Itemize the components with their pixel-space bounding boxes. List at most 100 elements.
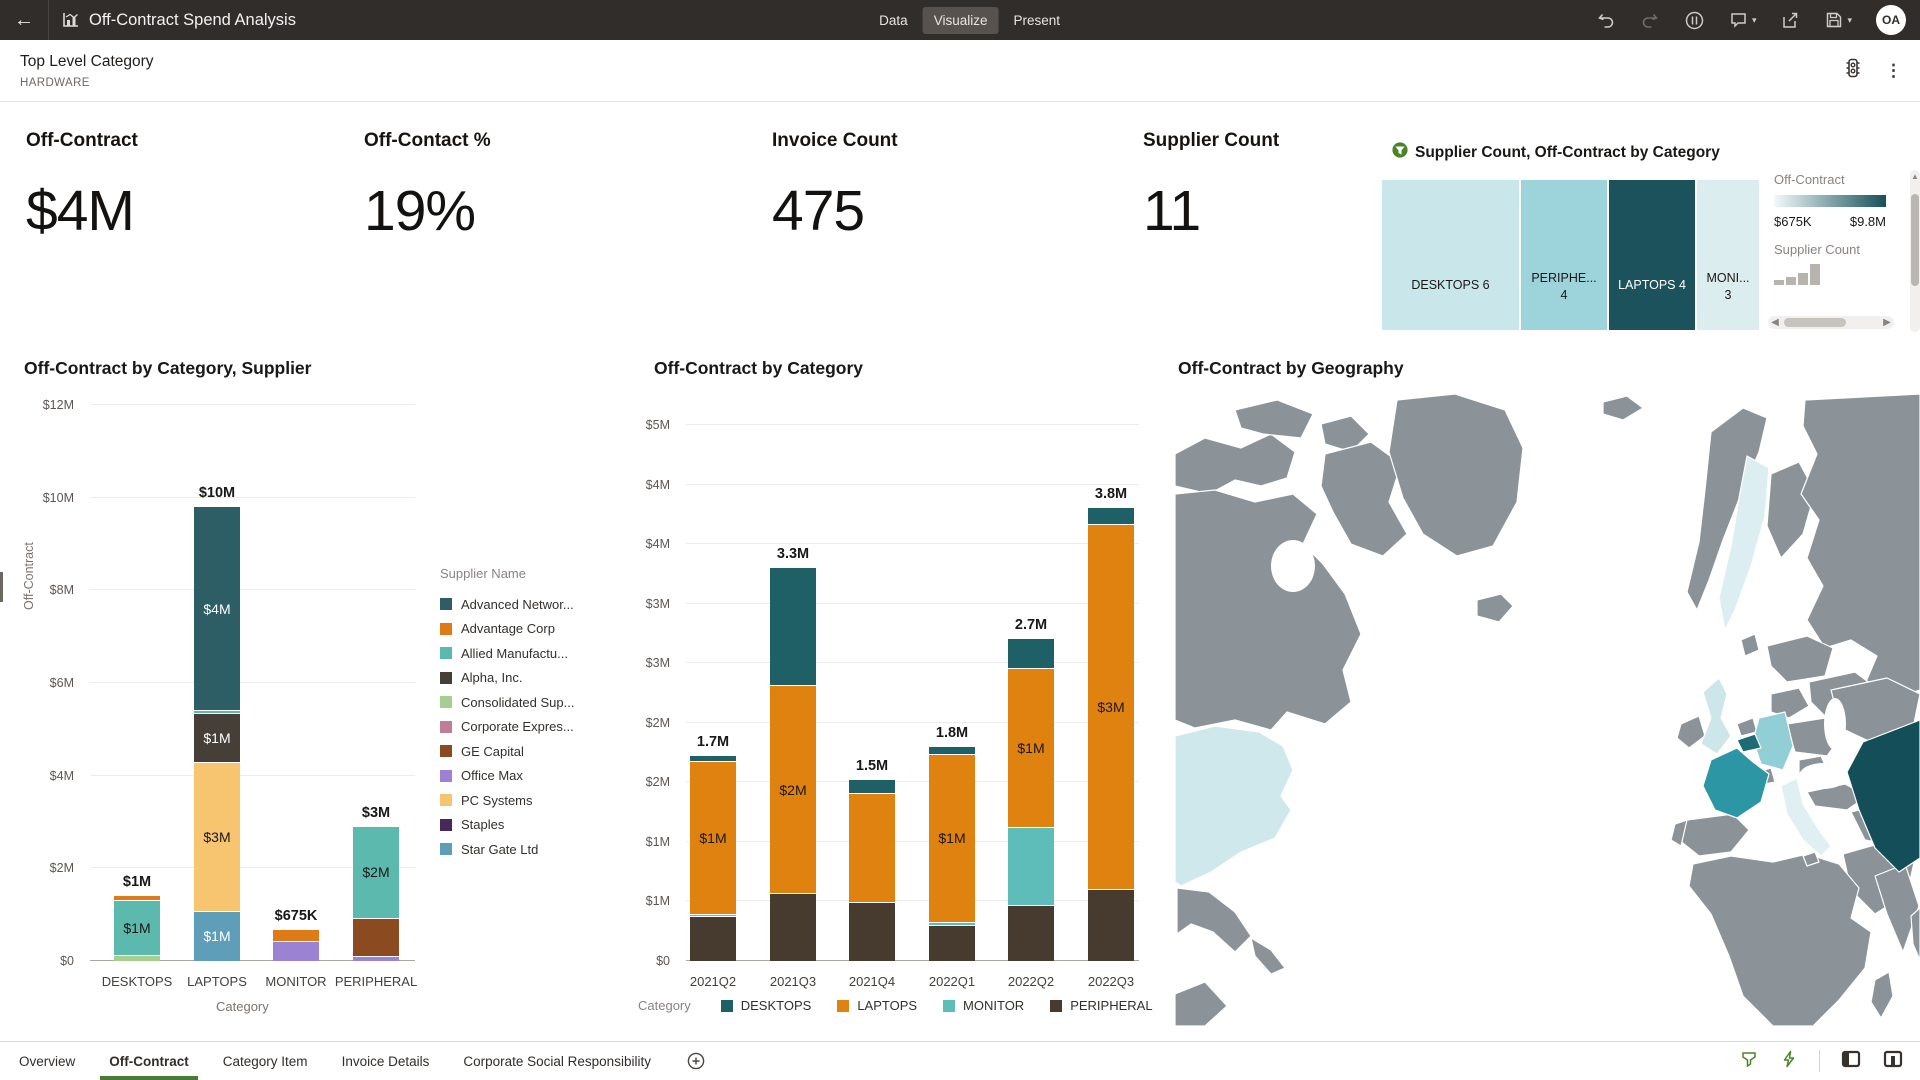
kpi-off-contract[interactable]: Off-Contract $4M xyxy=(26,130,138,244)
segment-PERIPHERAL[interactable] xyxy=(929,926,975,961)
map-region-spain[interactable] xyxy=(1678,813,1750,857)
legend-item-office-max[interactable]: Office Max xyxy=(440,764,574,789)
bar-MONITOR[interactable] xyxy=(273,929,319,961)
filter-controls-icon[interactable] xyxy=(1843,57,1863,84)
lightning-icon[interactable] xyxy=(1779,1049,1799,1074)
canvas-filter-icon[interactable] xyxy=(1739,1049,1759,1074)
segment-MONITOR[interactable] xyxy=(929,922,975,927)
segment-Office Max[interactable] xyxy=(353,957,399,961)
segment-LAPTOPS[interactable]: $2M xyxy=(770,685,816,895)
map-region-mexico[interactable] xyxy=(1176,887,1252,953)
kebab-menu-icon[interactable]: ⋮ xyxy=(1885,60,1902,80)
segment-LAPTOPS[interactable]: $1M xyxy=(929,754,975,923)
canvas-tab-off-contract[interactable]: Off-Contract xyxy=(100,1042,198,1080)
map-region-svalbard[interactable] xyxy=(1602,395,1644,421)
treemap-tile-PERIPHERAL[interactable]: PERIPHE... 4 xyxy=(1521,180,1607,330)
legend-item-alpha-inc-[interactable]: Alpha, Inc. xyxy=(440,666,574,691)
canvas-tab-overview[interactable]: Overview xyxy=(19,1053,76,1069)
segment-PERIPHERAL[interactable] xyxy=(1008,906,1054,961)
tab-data[interactable]: Data xyxy=(879,12,908,28)
map-region-ireland[interactable] xyxy=(1676,715,1706,749)
map-region-canada[interactable] xyxy=(1320,415,1370,453)
panel-resize-handle[interactable] xyxy=(0,572,3,602)
map-region-belgium[interactable] xyxy=(1736,733,1762,753)
segment-DESKTOPS[interactable] xyxy=(1088,508,1134,526)
segment-PERIPHERAL[interactable] xyxy=(690,916,736,961)
segment-Consolidated Sup...[interactable] xyxy=(114,956,160,961)
back-arrow-icon[interactable]: ← xyxy=(14,8,34,31)
legend-item-monitor[interactable]: MONITOR xyxy=(943,998,1024,1013)
kpi-invoice-count[interactable]: Invoice Count 475 xyxy=(772,130,898,244)
legend-item-allied-manufactu-[interactable]: Allied Manufactu... xyxy=(440,641,574,666)
treemap-tile-DESKTOPS[interactable]: DESKTOPS 6 xyxy=(1382,180,1519,330)
segment-Advanced Networ...[interactable]: $4M xyxy=(194,506,240,712)
bar-2021Q3[interactable]: $2M xyxy=(770,567,816,961)
segment-GE Capital[interactable] xyxy=(353,918,399,958)
map-region-africa[interactable] xyxy=(1688,853,1872,1026)
map-region-canada[interactable] xyxy=(1175,489,1362,731)
bar-LAPTOPS[interactable]: $1M $3M $1M $4M xyxy=(194,506,240,961)
tab-visualize[interactable]: Visualize xyxy=(922,6,999,34)
bar-2022Q1[interactable]: $1M xyxy=(929,746,975,961)
map-region-canada[interactable] xyxy=(1320,441,1408,557)
segment-LAPTOPS[interactable]: $3M xyxy=(1088,525,1134,890)
save-icon[interactable]: ▾ xyxy=(1824,10,1852,30)
comment-icon[interactable]: ▾ xyxy=(1729,10,1756,30)
segment-DESKTOPS[interactable] xyxy=(849,780,895,795)
legend-item-desktops[interactable]: DESKTOPS xyxy=(720,998,811,1013)
segment-DESKTOPS[interactable] xyxy=(770,567,816,686)
segment-LAPTOPS[interactable]: $1M xyxy=(1008,669,1054,828)
treemap-tile-MONITOR[interactable]: MONI... 3 xyxy=(1697,180,1759,330)
segment-PERIPHERAL[interactable] xyxy=(770,894,816,961)
filter-value[interactable]: HARDWARE xyxy=(20,77,90,89)
legend-item-advanced-networ-[interactable]: Advanced Networ... xyxy=(440,592,574,617)
map-region-madagascar[interactable] xyxy=(1870,971,1894,1019)
treemap-horizontal-scrollbar[interactable]: ◀ ▶ xyxy=(1768,316,1894,329)
scroll-left-icon[interactable]: ◀ xyxy=(1771,317,1779,328)
map-region-sweden[interactable] xyxy=(1718,455,1770,631)
legend-item-consolidated-sup-[interactable]: Consolidated Sup... xyxy=(440,690,574,715)
scroll-up-icon[interactable]: ▲ xyxy=(1911,172,1919,181)
segment-Allied Manufactu...[interactable]: $2M xyxy=(353,826,399,919)
kpi-off-contact-pct[interactable]: Off-Contact % 19% xyxy=(364,130,491,244)
map-region-canada[interactable] xyxy=(1175,433,1296,495)
legend-item-advantage-corp[interactable]: Advantage Corp xyxy=(440,617,574,642)
treemap-vertical-scrollbar[interactable]: ▲ xyxy=(1910,170,1920,332)
bar-DESKTOPS[interactable]: $1M xyxy=(114,896,160,961)
canvas-tab-csr[interactable]: Corporate Social Responsibility xyxy=(463,1053,651,1069)
map-region-germany[interactable] xyxy=(1752,711,1794,771)
segment-MONITOR[interactable] xyxy=(1008,827,1054,907)
map-region-southeast-asia[interactable] xyxy=(1910,907,1920,961)
redo-icon[interactable] xyxy=(1640,10,1660,30)
legend-item-peripheral[interactable]: PERIPHERAL xyxy=(1050,998,1153,1013)
treemap-tile-LAPTOPS[interactable]: LAPTOPS 4 xyxy=(1609,180,1695,330)
legend-item-staples[interactable]: Staples xyxy=(440,813,574,838)
bar-2021Q4[interactable] xyxy=(849,780,895,961)
segment-Advantage Corp[interactable] xyxy=(273,929,319,942)
map-region-united-states[interactable] xyxy=(1175,725,1294,887)
filter-name[interactable]: Top Level Category xyxy=(20,53,154,70)
map-region-portugal[interactable] xyxy=(1670,819,1688,847)
map-region-italy[interactable] xyxy=(1780,777,1832,857)
segment-MONITOR[interactable] xyxy=(690,914,736,917)
segment-PC Systems[interactable]: $3M xyxy=(194,763,240,912)
segment-LAPTOPS[interactable] xyxy=(849,794,895,903)
legend-item-corporate-expres-[interactable]: Corporate Expres... xyxy=(440,715,574,740)
map-region-netherlands[interactable] xyxy=(1736,717,1758,737)
avatar[interactable]: OA xyxy=(1876,5,1906,35)
bar-2022Q3[interactable]: $3M xyxy=(1088,508,1134,961)
map-region-france[interactable] xyxy=(1702,747,1770,819)
bar-2021Q2[interactable]: $1M xyxy=(690,756,736,961)
segment-Office Max[interactable] xyxy=(273,941,319,961)
map-region-sicily[interactable] xyxy=(1802,851,1820,867)
export-icon[interactable] xyxy=(1780,10,1800,30)
map-region-canada[interactable] xyxy=(1234,399,1314,439)
preview-icon[interactable] xyxy=(1684,10,1705,31)
map-region-poland[interactable] xyxy=(1766,635,1834,683)
map-region-denmark[interactable] xyxy=(1740,633,1760,657)
canvas-tab-category-item[interactable]: Category Item xyxy=(222,1053,308,1069)
segment-DESKTOPS[interactable] xyxy=(929,746,975,755)
add-canvas-icon[interactable] xyxy=(686,1051,706,1071)
legend-item-star-gate-ltd[interactable]: Star Gate Ltd xyxy=(440,837,574,862)
world-map[interactable] xyxy=(1175,394,1920,1026)
